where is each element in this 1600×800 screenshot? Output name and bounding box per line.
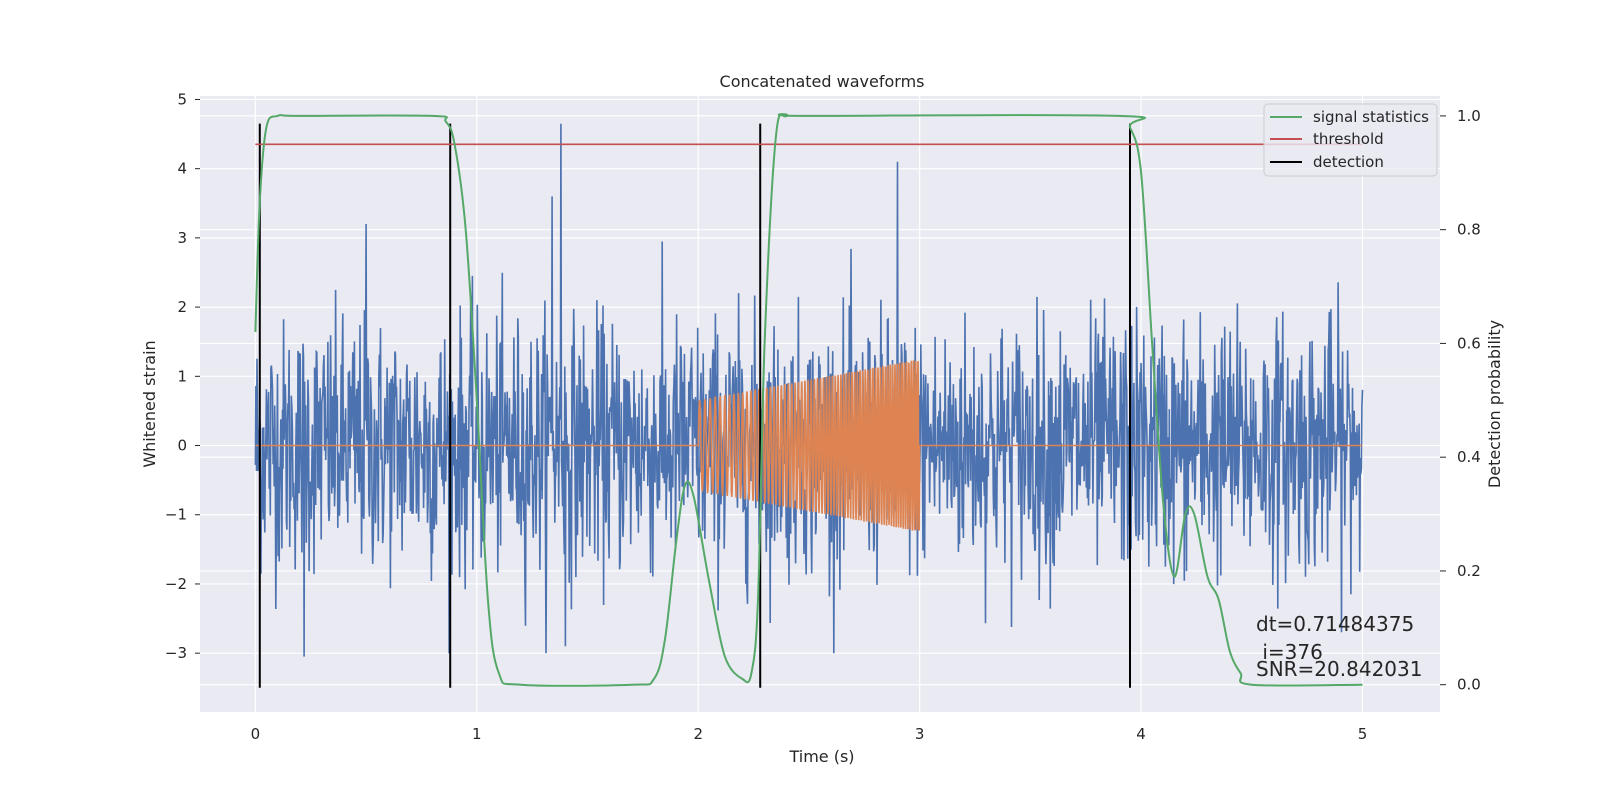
x-tick-label: 3 (915, 725, 925, 743)
y-tick-label: 1 (177, 367, 187, 385)
legend-label-threshold: threshold (1313, 130, 1384, 148)
y-right-tick-label: 0.2 (1457, 562, 1481, 580)
y-right-tick-label: 0.4 (1457, 448, 1481, 466)
y-right-tick-label: 1.0 (1457, 107, 1481, 125)
y-tick-label: −2 (165, 575, 187, 593)
y-tick-label: 5 (177, 90, 187, 108)
y-tick-label: 0 (177, 437, 187, 455)
x-tick-label: 1 (472, 725, 482, 743)
legend-box (1263, 103, 1438, 177)
legend: signal statistics threshold detection (1263, 103, 1438, 177)
y-right-axis-ticks: 0.0 0.2 0.4 0.6 0.8 1.0 (1440, 107, 1481, 694)
y-tick-label: 2 (177, 298, 187, 316)
annotation-snr: SNR=20.842031 (1256, 657, 1422, 681)
x-tick-label: 4 (1136, 725, 1146, 743)
chart-title: Concatenated waveforms (720, 72, 925, 91)
legend-label-statistics: signal statistics (1313, 108, 1429, 126)
x-tick-label: 0 (251, 725, 261, 743)
x-axis-ticks: 0 1 2 3 4 5 (251, 725, 1368, 743)
y-right-axis-label: Detection probability (1485, 320, 1504, 488)
statistics-series (254, 113, 1363, 687)
y-right-tick-label: 0.0 (1457, 676, 1481, 694)
signal-line (255, 360, 1363, 531)
y-tick-label: −3 (165, 644, 187, 662)
x-tick-label: 5 (1358, 725, 1368, 743)
y-axis-ticks: −3 −2 −1 0 1 2 3 4 5 (165, 90, 200, 662)
y-right-tick-label: 0.6 (1457, 334, 1481, 352)
y-axis-label: Whitened strain (140, 340, 159, 467)
annotation-index: i=376 (1256, 640, 1323, 664)
annotation-dt: dt=0.71484375 (1256, 612, 1414, 636)
x-tick-label: 2 (693, 725, 703, 743)
legend-label-detection: detection (1313, 153, 1384, 171)
signal-series (255, 360, 1363, 531)
y-right-tick-label: 0.8 (1457, 221, 1481, 239)
x-axis-label: Time (s) (788, 747, 854, 766)
statistics-line (254, 113, 1363, 687)
y-tick-label: 4 (177, 160, 187, 178)
y-tick-label: 3 (177, 229, 187, 247)
y-tick-label: −1 (165, 506, 187, 524)
